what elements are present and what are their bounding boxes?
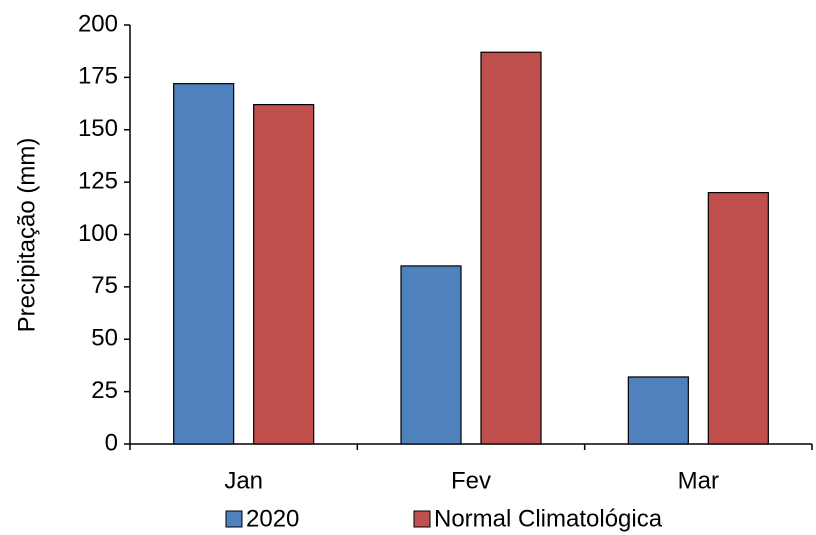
bar — [627, 376, 689, 445]
y-tick-label: 175 — [78, 63, 118, 90]
y-tick-label: 25 — [91, 377, 118, 404]
x-tick-label: Mar — [678, 467, 719, 494]
x-tick-label: Fev — [451, 467, 491, 494]
legend-swatch — [413, 510, 431, 528]
bar — [707, 192, 769, 445]
bar — [480, 51, 542, 445]
legend-label: Normal Climatológica — [434, 505, 663, 532]
y-tick-label: 150 — [78, 115, 118, 142]
y-tick-label: 100 — [78, 220, 118, 247]
y-tick-label: 75 — [91, 272, 118, 299]
y-tick-label: 50 — [91, 325, 118, 352]
bar — [173, 83, 235, 445]
legend-label: 2020 — [246, 505, 299, 532]
x-tick-label: Jan — [224, 467, 263, 494]
bar — [400, 265, 462, 445]
y-tick-label: 125 — [78, 167, 118, 194]
bar — [253, 104, 315, 445]
legend-swatch — [225, 510, 243, 528]
y-tick-label: 200 — [78, 10, 118, 37]
y-tick-label: 0 — [105, 429, 118, 456]
y-axis-title: Precipitação (mm) — [13, 138, 40, 333]
